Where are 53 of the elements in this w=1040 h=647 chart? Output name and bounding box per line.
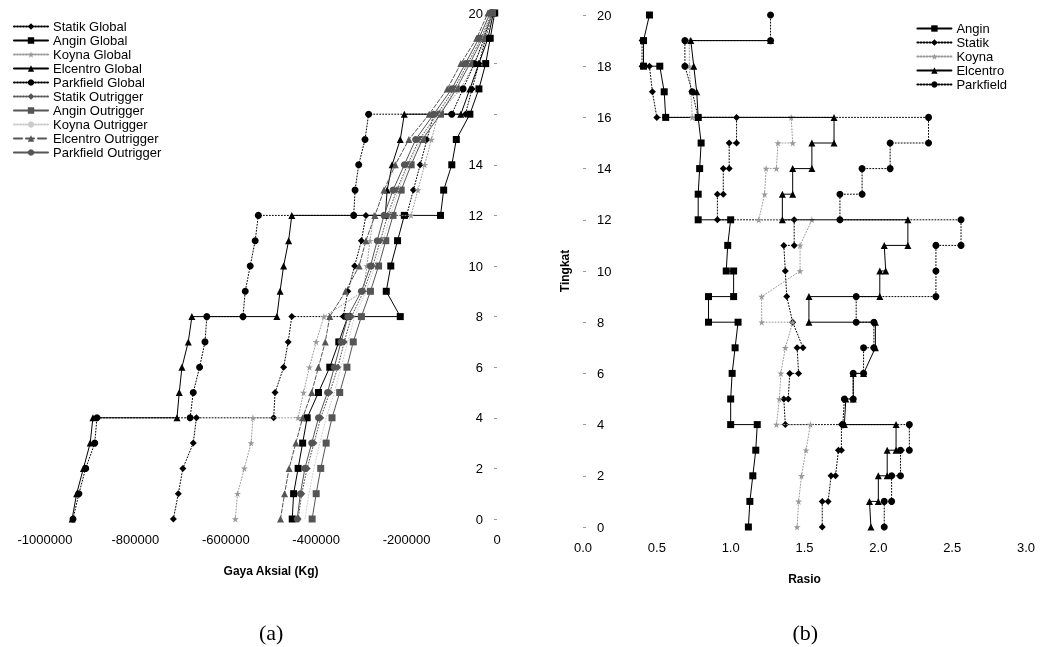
legend-label: Statik Global xyxy=(53,19,127,34)
x-tick-label: 1.5 xyxy=(795,540,814,555)
legend-label: Elcentro Outrigger xyxy=(53,131,160,146)
x-tick-label: 0.0 xyxy=(573,540,593,555)
y-tick-label: 20 xyxy=(597,7,612,23)
y-tick-label: 18 xyxy=(597,58,612,74)
y-axis-title: Tingkat xyxy=(558,249,572,293)
x-tick-label: -600000 xyxy=(201,532,250,547)
y-tick-label: 10 xyxy=(468,258,483,274)
legend-label: Angin Global xyxy=(53,33,128,48)
legend-label: Statik Outrigger xyxy=(53,89,144,104)
y-tick-label: 6 xyxy=(597,365,605,381)
y-tick-label: 6 xyxy=(475,359,483,375)
x-tick-label: -800000 xyxy=(111,532,160,547)
y-tick-label: 14 xyxy=(597,161,612,177)
legend-label: Angin Outrigger xyxy=(53,103,145,118)
y-tick-label: 8 xyxy=(475,309,483,325)
x-tick-label: 2.0 xyxy=(869,540,888,555)
legend-label: Parkfield xyxy=(956,77,1007,92)
text: (b) xyxy=(792,619,819,645)
x-axis-title: Gaya Aksial (Kg) xyxy=(223,564,319,578)
legend-label: Parkfield Outrigger xyxy=(53,145,163,160)
x-tick-label: -200000 xyxy=(382,532,431,547)
y-tick-label: 12 xyxy=(468,207,483,223)
y-tick-label: 16 xyxy=(597,109,612,125)
x-tick-label: -400000 xyxy=(292,532,341,547)
y-tick-label: 14 xyxy=(468,157,483,173)
legend-label: Elcentro xyxy=(956,63,1005,78)
y-tick-label: 20 xyxy=(468,5,483,21)
text: (a) xyxy=(259,619,284,645)
y-tick-label: 12 xyxy=(597,212,612,228)
legend-label: Koyna Outrigger xyxy=(53,117,149,132)
x-tick-label: 0 xyxy=(493,532,501,547)
x-tick-label: 1.0 xyxy=(721,540,740,555)
y-tick-label: 10 xyxy=(597,263,612,279)
y-tick-label: 4 xyxy=(475,410,483,426)
y-tick-label: 0 xyxy=(597,519,605,535)
legend-label: Parkfield Global xyxy=(53,75,145,90)
x-tick-label: 3.0 xyxy=(1016,540,1036,555)
y-tick-label: 4 xyxy=(597,417,605,433)
x-axis-title: Rasio xyxy=(788,572,821,586)
legend-label: Koyna Global xyxy=(53,47,132,62)
legend-label: Statik xyxy=(956,35,990,50)
legend-label: Elcentro Global xyxy=(53,61,142,76)
x-tick-label: 2.5 xyxy=(943,540,962,555)
y-tick-label: 0 xyxy=(475,511,483,527)
legend-label: Angin xyxy=(956,21,990,36)
y-tick-label: 2 xyxy=(475,460,483,476)
y-tick-label: 8 xyxy=(597,314,605,330)
legend-label: Koyna xyxy=(956,49,995,64)
y-tick-label: 2 xyxy=(597,468,605,484)
x-tick-label: -1000000 xyxy=(17,532,73,547)
x-tick-label: 0.5 xyxy=(647,540,666,555)
